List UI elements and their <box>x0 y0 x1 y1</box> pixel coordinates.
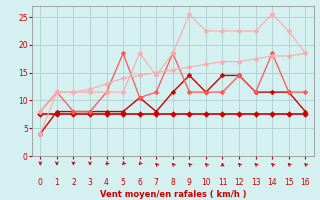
X-axis label: Vent moyen/en rafales ( km/h ): Vent moyen/en rafales ( km/h ) <box>100 190 246 199</box>
